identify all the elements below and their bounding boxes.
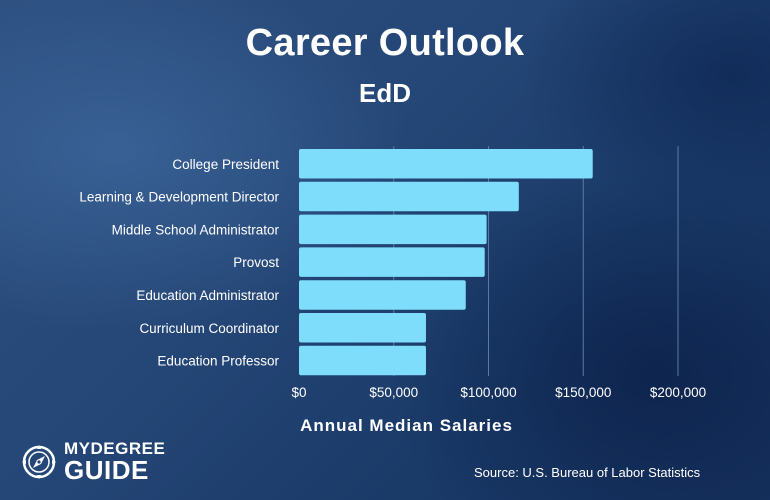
logo-line1: MYDEGREE: [64, 439, 166, 458]
category-label: Learning & Development Director: [79, 190, 279, 205]
x-tick-label: $100,000: [460, 385, 516, 400]
bar: [299, 181, 519, 212]
bars: [299, 149, 593, 376]
x-tick-label: $50,000: [369, 385, 418, 400]
category-label: Provost: [233, 255, 279, 270]
logo: MYDEGREE GUIDE: [20, 440, 165, 483]
x-axis-label: Annual Median Salaries: [300, 416, 513, 435]
x-tick-label: $200,000: [650, 385, 706, 400]
x-tick-label: $0: [291, 385, 306, 400]
bar: [299, 313, 426, 343]
bar: [299, 214, 487, 245]
category-label: College President: [172, 157, 279, 172]
bar: [299, 247, 485, 277]
compass-icon: [22, 444, 56, 479]
x-tick-labels: $0 $50,000 $100,000 $150,000 $200,000: [291, 385, 706, 400]
source-note: Source: U.S. Bureau of Labor Statistics: [474, 465, 701, 480]
category-label: Education Administrator: [136, 288, 279, 303]
category-labels: College President Learning & Development …: [79, 157, 279, 369]
category-label: Middle School Administrator: [112, 222, 280, 237]
category-label: Education Professor: [157, 354, 279, 369]
logo-line2: GUIDE: [64, 455, 149, 485]
x-tick-label: $150,000: [555, 385, 611, 400]
chart-title: Career Outlook: [245, 22, 525, 64]
chart-subtitle: EdD: [359, 78, 411, 108]
category-label: Curriculum Coordinator: [139, 321, 279, 336]
bar: [299, 280, 466, 310]
bar: [299, 345, 426, 376]
bar: [299, 149, 593, 179]
